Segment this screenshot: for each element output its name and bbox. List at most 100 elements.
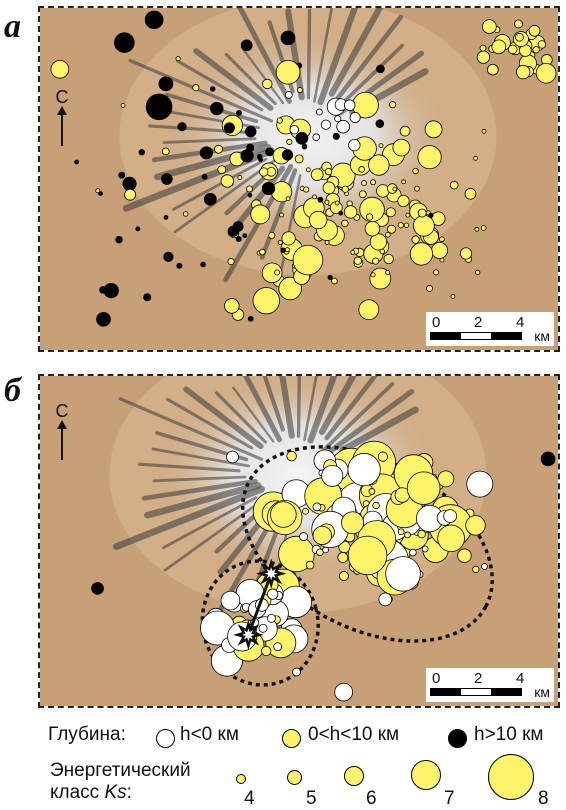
ridge-gully [324, 376, 378, 441]
legend-class-symbol-4 [236, 774, 246, 784]
ridge-gully [317, 8, 359, 106]
earthquake-epicenter [320, 119, 331, 130]
earthquake-epicenter [98, 191, 103, 197]
earthquake-epicenter [161, 173, 173, 185]
panel-label-b: б [4, 372, 21, 409]
earthquake-epicenter [465, 515, 486, 536]
earthquake-epicenter [176, 262, 183, 269]
earthquake-epicenter [532, 46, 540, 54]
earthquake-epicenter [341, 511, 365, 535]
earthquake-epicenter [301, 143, 308, 150]
scale-unit: км [534, 684, 550, 700]
earthquake-epicenter [124, 188, 136, 201]
legend-class-title-line1: Энергетический [50, 760, 191, 781]
earthquake-epicenter [163, 251, 174, 262]
earthquake-epicenter [115, 235, 123, 244]
earthquake-epicenter [261, 262, 283, 284]
earthquake-epicenter [365, 213, 374, 221]
earthquake-epicenter [334, 200, 340, 206]
ridge-gully [285, 8, 305, 101]
legend-class-label-5: 5 [306, 788, 317, 809]
ridge-gully [214, 391, 267, 444]
earthquake-epicenter [245, 185, 253, 193]
earthquake-epicenter [209, 86, 216, 92]
earthquake-epicenter [275, 59, 301, 85]
earthquake-epicenter [439, 257, 445, 263]
ridge-gully [339, 406, 419, 454]
earthquake-epicenter [457, 548, 472, 563]
earthquake-epicenter [286, 138, 293, 145]
panel-label-a: а [4, 8, 21, 45]
cluster-outline-lower [200, 559, 320, 687]
earthquake-epicenter [387, 224, 397, 234]
legend-depth-symbol-above [156, 729, 175, 748]
north-arrow-icon [57, 420, 67, 460]
earthquake-epicenter [240, 39, 253, 52]
legend-class-label-8: 8 [538, 788, 549, 809]
earthquake-epicenter [310, 168, 324, 181]
legend-depth-symbol-deep [448, 729, 467, 748]
ridge-gully [141, 478, 258, 501]
earthquake-epicenter [535, 62, 557, 84]
earthquake-epicenter [528, 24, 541, 37]
scale-bar: 0 2 4 км [426, 668, 554, 702]
earthquake-epicenter [280, 247, 286, 253]
earthquake-epicenter [267, 613, 276, 623]
earthquake-epicenter [377, 451, 388, 462]
earthquake-epicenter [370, 179, 377, 186]
earthquake-epicenter [516, 64, 531, 80]
earthquake-epicenter [403, 222, 410, 228]
ridge-gully [279, 376, 295, 439]
earthquake-epicenter [122, 176, 137, 191]
earthquake-epicenter [348, 138, 361, 152]
legend-class-symbol-7 [411, 760, 441, 790]
ridge-gully [138, 462, 241, 473]
earthquake-epicenter [397, 528, 405, 536]
cluster-outline-upper [240, 445, 494, 643]
ridge-gully [334, 14, 404, 102]
earthquake-epicenter [327, 274, 333, 280]
ridge-gully [172, 157, 268, 211]
earthquake-epicenter [259, 248, 266, 256]
earthquake-epicenter [274, 269, 281, 276]
scale-tick-2: 2 [474, 314, 483, 331]
earthquake-epicenter [405, 212, 411, 218]
earthquake-epicenter [353, 256, 362, 265]
legend-class-label-6: 6 [366, 788, 377, 809]
earthquake-epicenter [305, 167, 311, 173]
earthquake-epicenter [292, 667, 301, 677]
earthquake-epicenter [404, 531, 411, 539]
legend-depth-label-above: h<0 км [180, 724, 239, 745]
earthquake-epicenter [258, 623, 268, 633]
earthquake-epicenter [459, 247, 473, 260]
earthquake-epicenter [372, 257, 380, 265]
earthquake-epicenter [270, 501, 297, 528]
earthquake-epicenter [426, 284, 434, 292]
earthquake-epicenter [292, 244, 324, 276]
earthquake-epicenter [120, 103, 126, 108]
earthquake-epicenter [347, 453, 381, 487]
earthquake-epicenter [144, 10, 164, 30]
earthquake-epicenter [343, 205, 358, 219]
earthquake-epicenter [332, 132, 340, 140]
terrain-map-a [40, 8, 558, 350]
earthquake-epicenter [424, 120, 443, 139]
earthquake-epicenter [201, 173, 208, 180]
map-panel-b: С 0 2 4 км [38, 374, 560, 708]
earthquake-epicenter [341, 185, 349, 193]
earthquake-epicenter [392, 138, 411, 157]
legend-class-symbol-8 [488, 754, 534, 800]
earthquake-epicenter [261, 645, 272, 657]
earthquake-epicenter [220, 590, 241, 611]
ridge-gully [237, 8, 292, 104]
earthquake-epicenter [296, 87, 303, 94]
earthquake-epicenter [474, 226, 480, 232]
earthquake-epicenter [370, 272, 376, 278]
earthquake-epicenter [449, 180, 459, 190]
earthquake-epicenter [413, 214, 435, 237]
earthquake-epicenter [203, 192, 217, 206]
earthquake-epicenter [358, 299, 380, 321]
earthquake-epicenter [250, 204, 271, 225]
earthquake-epicenter [379, 248, 385, 255]
earthquake-epicenter [252, 287, 280, 315]
